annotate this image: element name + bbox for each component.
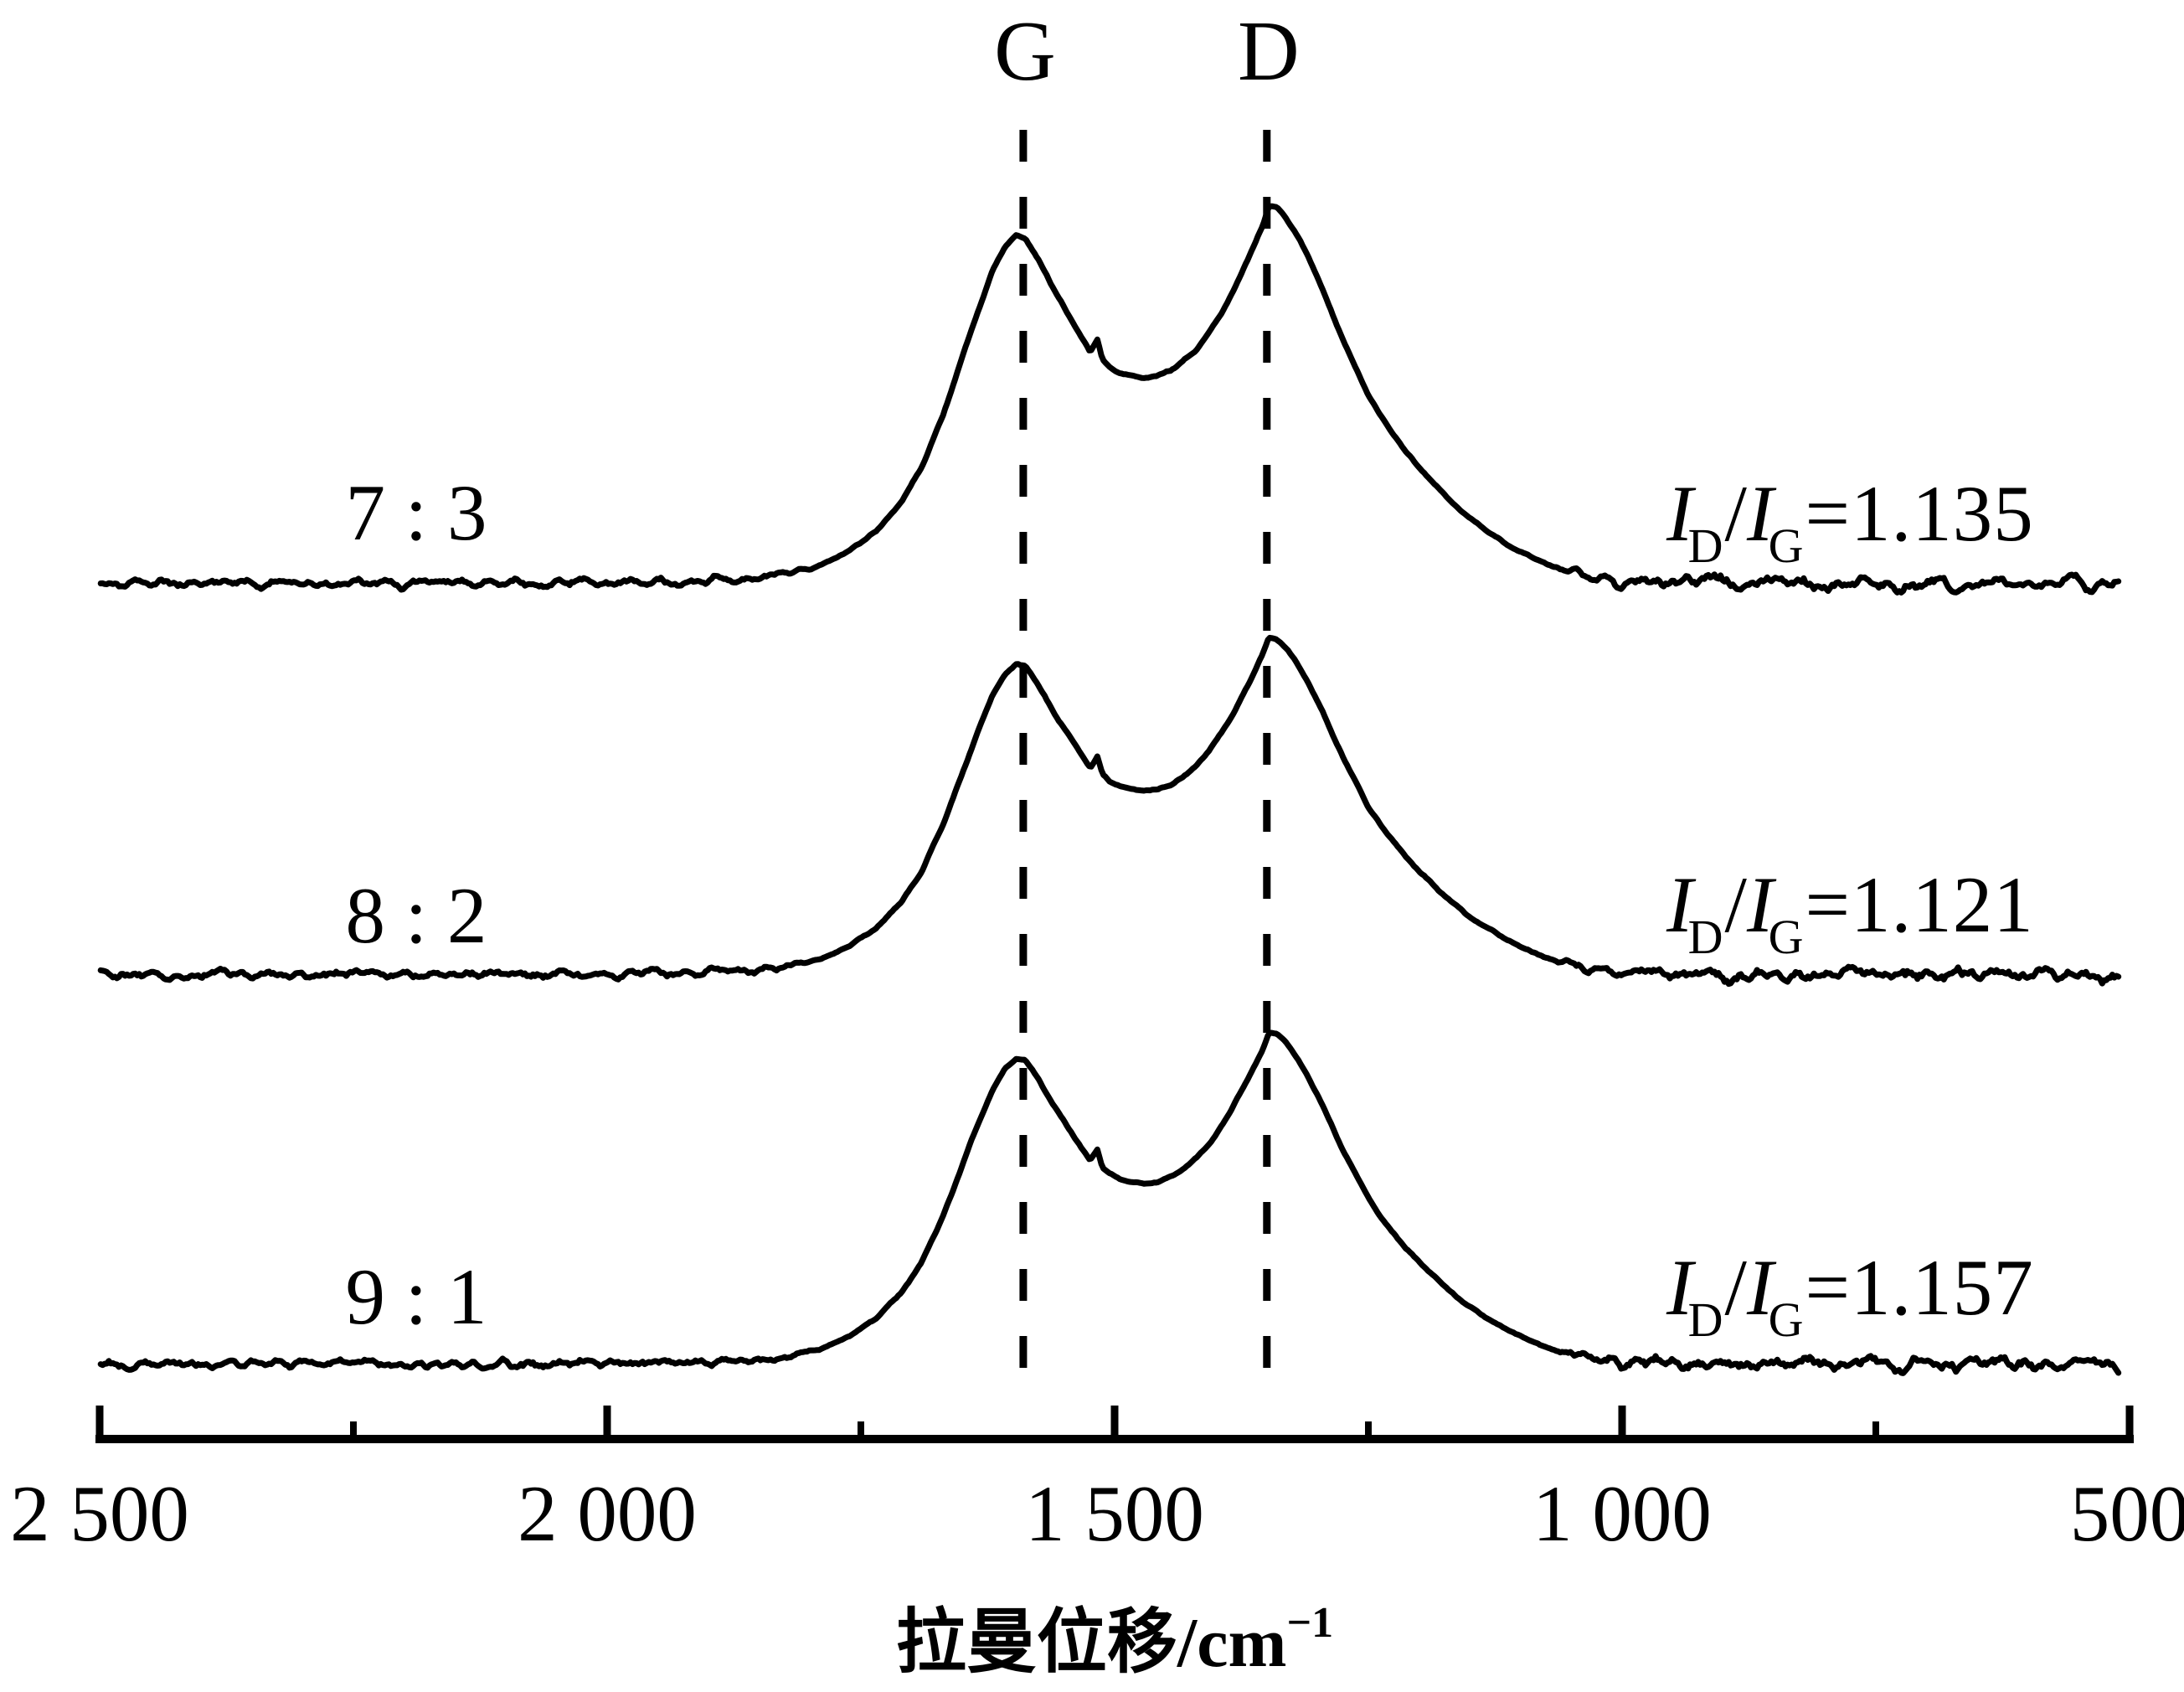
id-ig-ratio-8-2: ID/IG=1.121: [1666, 859, 2034, 964]
ratio-value: =1.157: [1805, 1243, 2034, 1332]
x-tick-label: 500: [2069, 1469, 2184, 1558]
x-tick-label: 1 500: [1025, 1469, 1204, 1558]
intensity-i-symbol: I: [1746, 1243, 1774, 1332]
slash: /: [1724, 469, 1747, 558]
subscript-g: G: [1768, 1292, 1804, 1347]
raman-spectrum-curve-9-1: [97, 1029, 2122, 1376]
spectrum-label-7-3: 7 : 3: [345, 468, 487, 557]
intensity-i-symbol: I: [1666, 469, 1693, 558]
g-band-label: G: [994, 4, 1056, 99]
intensity-i-symbol: I: [1666, 1243, 1693, 1332]
slash: /: [1724, 860, 1747, 949]
subscript-d: D: [1687, 518, 1723, 573]
subscript-d: D: [1687, 910, 1723, 964]
raman-spectrum-curve-8-2: [97, 634, 2122, 988]
intensity-i-symbol: I: [1746, 860, 1774, 949]
ratio-value: =1.121: [1805, 860, 2034, 949]
x-tick-label: 2 500: [10, 1469, 189, 1558]
d-band-label: D: [1237, 4, 1300, 99]
intensity-i-symbol: I: [1746, 469, 1774, 558]
x-tick-label: 1 000: [1532, 1469, 1712, 1558]
spectrum-label-8-2: 8 : 2: [345, 871, 487, 960]
subscript-g: G: [1768, 910, 1804, 964]
x-axis-title-text: 拉曼位移/cm: [895, 1604, 1287, 1682]
id-ig-ratio-9-1: ID/IG=1.157: [1666, 1241, 2034, 1347]
spectrum-label-9-1: 9 : 1: [345, 1252, 487, 1341]
subscript-d: D: [1687, 1292, 1723, 1347]
x-axis-title-superscript: −1: [1286, 1599, 1334, 1647]
id-ig-ratio-7-3: ID/IG=1.135: [1666, 467, 2034, 573]
raman-spectrum-curve-7-3: [97, 203, 2122, 596]
intensity-i-symbol: I: [1666, 860, 1693, 949]
ratio-value: =1.135: [1805, 469, 2034, 558]
x-axis-title: 拉曼位移/cm−1: [896, 1586, 1333, 1687]
x-tick-label: 2 000: [518, 1469, 697, 1558]
subscript-g: G: [1768, 518, 1804, 573]
slash: /: [1724, 1243, 1747, 1332]
